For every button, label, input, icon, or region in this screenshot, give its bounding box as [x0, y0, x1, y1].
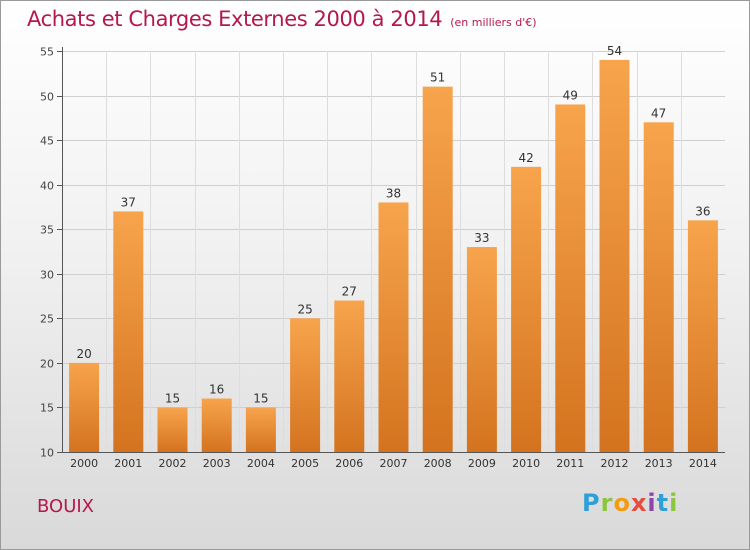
bar-2002 — [157, 407, 188, 452]
data-label: 54 — [607, 44, 622, 58]
x-tick-label: 2003 — [203, 457, 231, 470]
y-tick-label: 55 — [40, 46, 54, 59]
x-tick-label: 2004 — [247, 457, 275, 470]
data-label: 15 — [253, 391, 268, 405]
data-label: 25 — [297, 302, 312, 316]
proxiti-logo[interactable]: Proxiti — [582, 489, 679, 517]
bar-2011 — [555, 104, 586, 452]
x-tick-label: 2012 — [601, 457, 629, 470]
data-label: 15 — [165, 391, 180, 405]
x-tick-label: 2005 — [291, 457, 319, 470]
y-tick-label: 50 — [40, 91, 54, 104]
chart-title: Achats et Charges Externes 2000 à 2014 (e… — [27, 7, 537, 31]
data-label: 49 — [563, 88, 578, 102]
chart-subtitle: (en milliers d'€) — [450, 16, 537, 29]
x-tick-label: 2002 — [159, 457, 187, 470]
y-tick-label: 25 — [40, 313, 54, 326]
bar-2012 — [599, 59, 630, 453]
y-tick-label: 15 — [40, 402, 54, 415]
data-label: 51 — [430, 71, 445, 85]
x-tick-label: 2013 — [645, 457, 673, 470]
town-name: BOUIX — [37, 496, 95, 517]
data-label: 20 — [76, 347, 91, 361]
bar-2007 — [378, 202, 409, 452]
x-tick-label: 2007 — [380, 457, 408, 470]
data-label: 27 — [342, 285, 357, 299]
bar-2001 — [113, 211, 144, 452]
bar-2005 — [290, 318, 321, 452]
bar-2014 — [687, 220, 718, 452]
data-label: 42 — [518, 151, 533, 165]
data-label: 38 — [386, 186, 401, 200]
y-tick-label: 20 — [40, 358, 54, 371]
bar-2013 — [643, 122, 674, 453]
data-label: 33 — [474, 231, 489, 245]
bar-2000 — [69, 362, 100, 452]
bar-2010 — [511, 166, 542, 452]
bars — [69, 59, 718, 453]
data-label: 47 — [651, 106, 666, 120]
y-tick-label: 35 — [40, 224, 54, 237]
y-tick-label: 10 — [40, 447, 54, 460]
data-label: 37 — [121, 195, 136, 209]
x-tick-label: 2006 — [335, 457, 363, 470]
x-tick-label: 2010 — [512, 457, 540, 470]
data-labels: 20 37 15 16 15 25 27 38 51 33 42 49 54 47 36 — [76, 44, 710, 406]
x-tick-label: 2008 — [424, 457, 452, 470]
x-tick-label: 2011 — [556, 457, 584, 470]
bar-2004 — [245, 407, 276, 452]
bar-2008 — [422, 86, 453, 453]
y-tick-label: 30 — [40, 269, 54, 282]
x-tick-label: 2009 — [468, 457, 496, 470]
data-label: 36 — [695, 204, 710, 218]
chart-title-text: Achats et Charges Externes 2000 à 2014 — [27, 7, 443, 31]
x-tick-label: 2000 — [70, 457, 98, 470]
axes: 10 15 20 25 30 35 40 45 50 55 2000 2001 2002 2003 2004… — [40, 46, 725, 470]
y-tick-label: 45 — [40, 135, 54, 148]
x-tick-label: 2001 — [114, 457, 142, 470]
bar-2009 — [466, 247, 497, 452]
bar-2003 — [201, 398, 232, 452]
x-tick-label: 2014 — [689, 457, 717, 470]
data-label: 16 — [209, 383, 224, 397]
bar-2006 — [334, 300, 365, 452]
y-tick-label: 40 — [40, 180, 54, 193]
